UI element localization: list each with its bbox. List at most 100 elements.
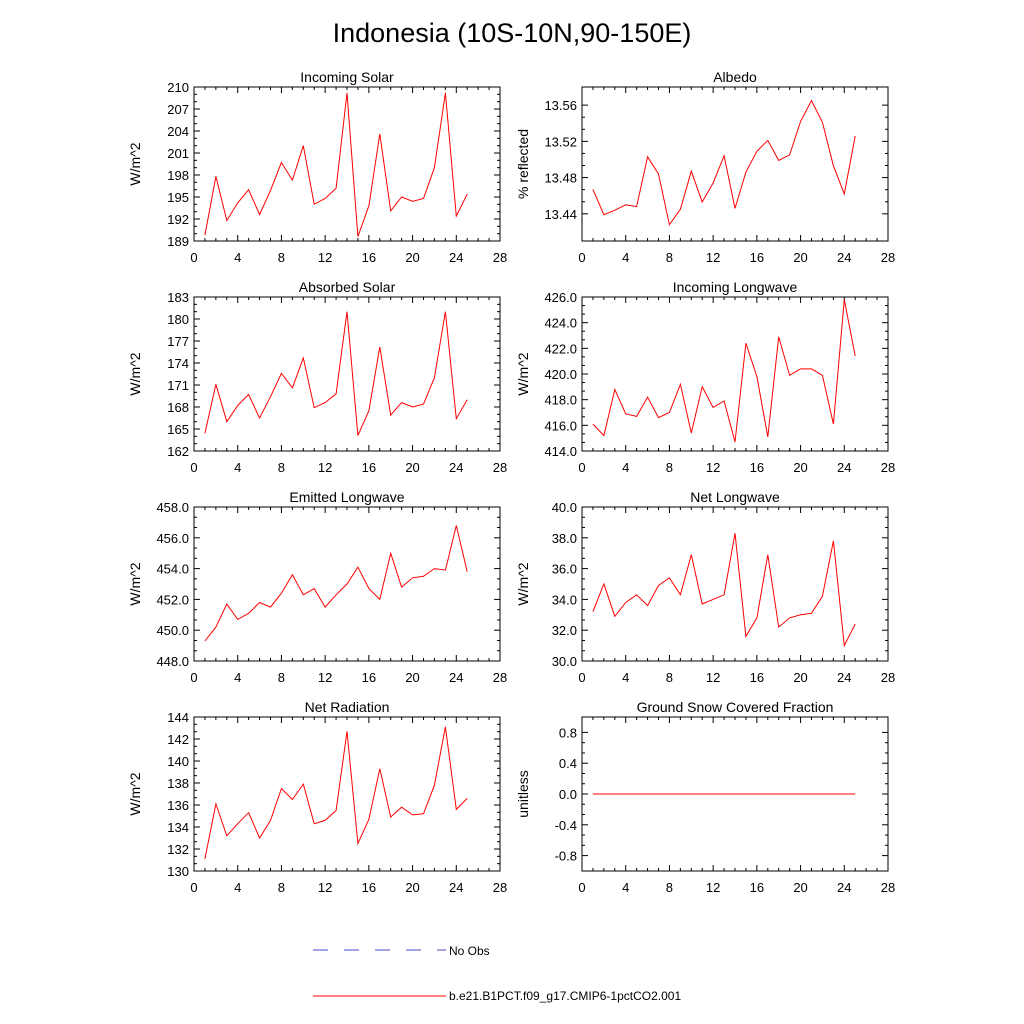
incoming-solar-ytick-label: 192 — [167, 212, 189, 227]
panel-net-radiation: Net Radiation W/m^2 0 4 8 12 16 20 24 28 130 132 134… — [127, 699, 507, 895]
incoming-longwave-ytick-label: 422.0 — [544, 341, 577, 356]
absorbed-solar-ytick-label: 168 — [167, 400, 189, 415]
ground-snow-covered-fraction-ytick-label: 0.4 — [559, 756, 577, 771]
ground-snow-covered-fraction-xtick-label: 24 — [837, 880, 851, 895]
net-longwave-ytick-label: 30.0 — [552, 654, 577, 669]
albedo-ylabel: % reflected — [515, 129, 531, 199]
incoming-solar-xtick-label: 8 — [278, 250, 285, 265]
panel-albedo: Albedo % reflected 0 4 8 12 16 20 24 28 13.44 13.48… — [515, 69, 895, 265]
panel-ground-snow-covered-fraction: Ground Snow Covered Fraction unitless 0 4 8 1… — [515, 699, 895, 895]
panel-absorbed-solar: Absorbed Solar W/m^2 0 4 8 12 16 20 24 28 162 165 16… — [127, 279, 507, 475]
absorbed-solar-ytick-label: 180 — [167, 312, 189, 327]
incoming-solar-ytick-label: 204 — [167, 124, 189, 139]
emitted-longwave-series-line — [204, 525, 468, 642]
ground-snow-covered-fraction-xtick-label: 0 — [578, 880, 585, 895]
emitted-longwave-ytick-label: 448.0 — [156, 654, 189, 669]
emitted-longwave-xtick-label: 24 — [449, 670, 463, 685]
incoming-longwave-ytick-label: 414.0 — [544, 444, 577, 459]
ground-snow-covered-fraction-ytick-label: 0.0 — [559, 787, 577, 802]
albedo-xtick-label: 28 — [881, 250, 895, 265]
absorbed-solar-ytick-label: 183 — [167, 290, 189, 305]
albedo-xtick-label: 16 — [750, 250, 764, 265]
incoming-solar-xtick-label: 0 — [190, 250, 197, 265]
emitted-longwave-ytick-label: 452.0 — [156, 592, 189, 607]
net-radiation-xtick-label: 12 — [318, 880, 332, 895]
incoming-solar-xtick-label: 4 — [234, 250, 241, 265]
incoming-longwave-ytick-label: 416.0 — [544, 418, 577, 433]
absorbed-solar-series-line — [204, 311, 468, 436]
incoming-solar-xtick-label: 20 — [405, 250, 419, 265]
emitted-longwave-xtick-label: 16 — [362, 670, 376, 685]
ground-snow-covered-fraction-xtick-label: 4 — [622, 880, 629, 895]
incoming-solar-xtick-label: 28 — [493, 250, 507, 265]
absorbed-solar-xtick-label: 20 — [405, 460, 419, 475]
ground-snow-covered-fraction-xtick-label: 16 — [750, 880, 764, 895]
absorbed-solar-plot-frame — [193, 296, 501, 452]
emitted-longwave-ytick-label: 456.0 — [156, 531, 189, 546]
net-longwave-ytick-label: 38.0 — [552, 531, 577, 546]
incoming-longwave-xtick-label: 16 — [750, 460, 764, 475]
incoming-solar-ytick-label: 189 — [167, 234, 189, 249]
emitted-longwave-xtick-label: 12 — [318, 670, 332, 685]
albedo-xtick-label: 0 — [578, 250, 585, 265]
incoming-longwave-xtick-label: 28 — [881, 460, 895, 475]
ground-snow-covered-fraction-ylabel: unitless — [515, 770, 531, 817]
albedo-xtick-label: 8 — [666, 250, 673, 265]
absorbed-solar-ytick-label: 177 — [167, 334, 189, 349]
albedo-series-line — [592, 99, 856, 226]
incoming-longwave-ytick-label: 424.0 — [544, 316, 577, 331]
net-radiation-xtick-label: 20 — [405, 880, 419, 895]
emitted-longwave-title: Emitted Longwave — [289, 489, 404, 505]
emitted-longwave-ytick-label: 454.0 — [156, 562, 189, 577]
net-longwave-ytick-label: 40.0 — [552, 500, 577, 515]
albedo-xtick-label: 20 — [793, 250, 807, 265]
net-radiation-ytick-label: 142 — [167, 732, 189, 747]
net-longwave-xtick-label: 4 — [622, 670, 629, 685]
albedo-xtick-label: 12 — [706, 250, 720, 265]
incoming-longwave-series-line — [592, 299, 856, 443]
absorbed-solar-xtick-label: 28 — [493, 460, 507, 475]
net-longwave-xtick-label: 8 — [666, 670, 673, 685]
emitted-longwave-ytick-label: 458.0 — [156, 500, 189, 515]
net-longwave-ytick-label: 36.0 — [552, 562, 577, 577]
ground-snow-covered-fraction-ytick-label: -0.8 — [555, 849, 577, 864]
net-radiation-series-line — [204, 726, 468, 859]
net-radiation-ytick-label: 140 — [167, 754, 189, 769]
net-radiation-ytick-label: 132 — [167, 842, 189, 857]
albedo-ytick-label: 13.56 — [544, 98, 577, 113]
net-longwave-series-line — [592, 533, 856, 648]
albedo-ytick-label: 13.48 — [544, 171, 577, 186]
net-longwave-xtick-label: 20 — [793, 670, 807, 685]
net-radiation-xtick-label: 0 — [190, 880, 197, 895]
incoming-longwave-xtick-label: 20 — [793, 460, 807, 475]
ground-snow-covered-fraction-xtick-label: 12 — [706, 880, 720, 895]
absorbed-solar-title: Absorbed Solar — [299, 279, 396, 295]
albedo-xtick-label: 4 — [622, 250, 629, 265]
incoming-solar-ytick-label: 195 — [167, 190, 189, 205]
net-longwave-xtick-label: 12 — [706, 670, 720, 685]
ground-snow-covered-fraction-title: Ground Snow Covered Fraction — [637, 699, 834, 715]
net-longwave-xtick-label: 0 — [578, 670, 585, 685]
emitted-longwave-xtick-label: 0 — [190, 670, 197, 685]
incoming-longwave-xtick-label: 24 — [837, 460, 851, 475]
incoming-solar-ytick-label: 210 — [167, 80, 189, 95]
net-radiation-ytick-label: 144 — [167, 710, 189, 725]
net-longwave-title: Net Longwave — [690, 489, 780, 505]
net-longwave-xtick-label: 16 — [750, 670, 764, 685]
net-radiation-xtick-label: 4 — [234, 880, 241, 895]
emitted-longwave-xtick-label: 28 — [493, 670, 507, 685]
net-radiation-ytick-label: 138 — [167, 776, 189, 791]
absorbed-solar-ylabel: W/m^2 — [127, 352, 143, 395]
absorbed-solar-xtick-label: 0 — [190, 460, 197, 475]
albedo-title: Albedo — [713, 69, 757, 85]
incoming-solar-xtick-label: 12 — [318, 250, 332, 265]
absorbed-solar-xtick-label: 8 — [278, 460, 285, 475]
incoming-solar-plot-frame — [193, 86, 501, 242]
incoming-longwave-ytick-label: 426.0 — [544, 290, 577, 305]
ground-snow-covered-fraction-xtick-label: 8 — [666, 880, 673, 895]
incoming-longwave-xtick-label: 12 — [706, 460, 720, 475]
incoming-longwave-ytick-label: 420.0 — [544, 367, 577, 382]
incoming-solar-series-line — [204, 92, 468, 237]
